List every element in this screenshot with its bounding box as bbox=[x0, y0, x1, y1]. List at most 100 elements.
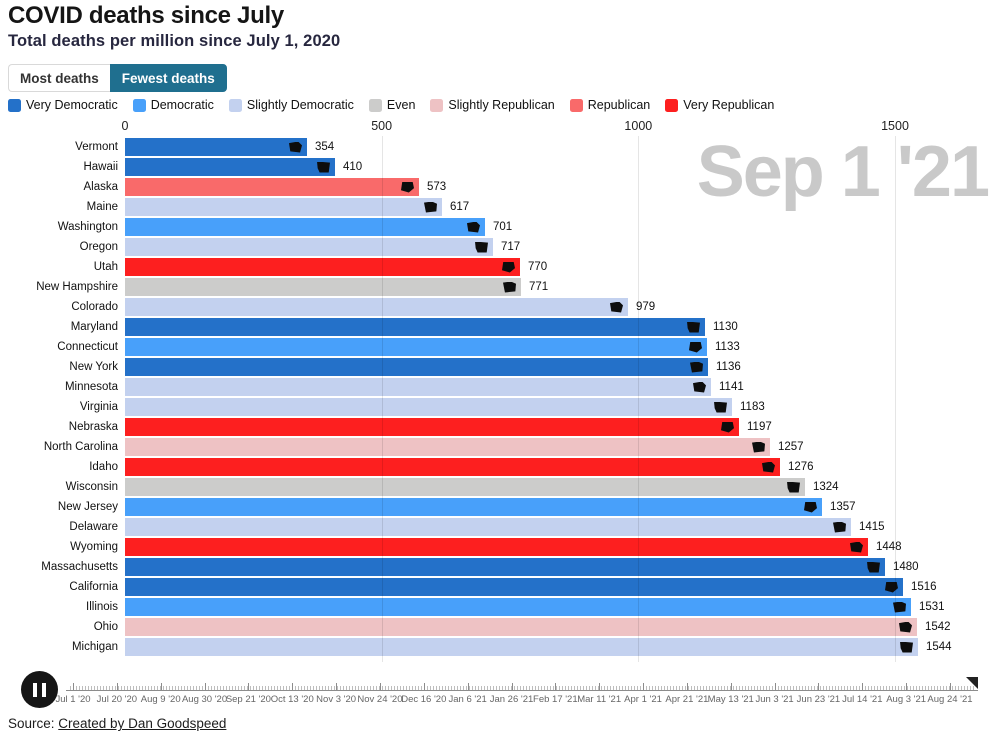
state-shape-icon bbox=[900, 641, 913, 653]
state-shape-icon bbox=[502, 261, 515, 273]
timeline-tick-label: Aug 30 '20 bbox=[181, 694, 228, 705]
value-label: 770 bbox=[528, 261, 548, 273]
state-shape-icon bbox=[689, 341, 702, 353]
timeline-tick-label: Feb 17 '21 bbox=[533, 694, 578, 705]
axis-tick-label: 1000 bbox=[624, 119, 653, 133]
legend-label: Very Democratic bbox=[26, 98, 118, 112]
axis-tick-label: 0 bbox=[121, 119, 129, 133]
timeline-tick-label: Dec 16 '20 bbox=[401, 694, 447, 705]
legend-swatch bbox=[8, 98, 21, 112]
state-bar bbox=[125, 458, 780, 476]
state-label: Massachusetts bbox=[41, 561, 118, 573]
state-bar bbox=[125, 598, 911, 616]
state-bar bbox=[125, 438, 770, 456]
timeline-tick-label: Jan 26 '21 bbox=[489, 694, 534, 705]
state-label: Delaware bbox=[69, 521, 118, 533]
value-label: 1130 bbox=[713, 321, 738, 333]
state-bar bbox=[125, 638, 918, 656]
state-shape-icon bbox=[317, 161, 330, 173]
timeline-tick bbox=[555, 683, 557, 691]
timeline-tick bbox=[730, 683, 732, 691]
value-label: 1531 bbox=[919, 601, 945, 613]
value-label: 1324 bbox=[813, 481, 839, 493]
timeline-tick-label: Apr 21 '21 bbox=[665, 694, 709, 705]
legend-label: Republican bbox=[587, 98, 651, 112]
timeline-tick bbox=[818, 683, 820, 691]
state-shape-icon bbox=[804, 501, 817, 513]
state-shape-icon bbox=[401, 181, 414, 193]
source-link[interactable]: Created by Dan Goodspeed bbox=[58, 716, 227, 731]
state-bar bbox=[125, 178, 419, 196]
state-label: Virginia bbox=[79, 401, 118, 413]
state-bar bbox=[125, 158, 335, 176]
pause-button[interactable] bbox=[21, 671, 58, 708]
toggle-fewest-deaths[interactable]: Fewest deaths bbox=[109, 64, 227, 92]
value-label: 1141 bbox=[719, 381, 744, 393]
legend-label: Democratic bbox=[150, 98, 214, 112]
state-shape-icon bbox=[610, 301, 623, 313]
timeline-tick-label: Sep 21 '20 bbox=[225, 694, 271, 705]
timeline-tick bbox=[423, 683, 425, 691]
state-bar bbox=[125, 238, 493, 256]
state-bar bbox=[125, 558, 885, 576]
state-bar bbox=[125, 538, 868, 556]
state-label: New Jersey bbox=[57, 501, 118, 513]
value-label: 1257 bbox=[778, 441, 804, 453]
state-label: New Hampshire bbox=[36, 281, 118, 293]
timeline-baseline bbox=[66, 690, 978, 691]
state-shape-icon bbox=[899, 621, 912, 633]
axis-tick-label: 500 bbox=[371, 119, 393, 133]
legend-swatch bbox=[665, 98, 679, 112]
timeline-tick-label: Aug 9 '20 bbox=[140, 694, 181, 705]
value-label: 1516 bbox=[911, 581, 937, 593]
value-label: 573 bbox=[427, 181, 447, 193]
gridline bbox=[382, 136, 383, 662]
state-shape-icon bbox=[289, 141, 302, 153]
state-shape-icon bbox=[762, 461, 775, 473]
timeline-tick bbox=[73, 683, 74, 691]
state-bar bbox=[125, 518, 851, 536]
state-label: Hawaii bbox=[83, 161, 118, 173]
timeline-tick bbox=[511, 683, 513, 691]
state-bar bbox=[125, 338, 707, 356]
state-bar bbox=[125, 138, 307, 156]
state-bar bbox=[125, 258, 520, 276]
value-label: 1197 bbox=[747, 421, 772, 433]
state-label: Maryland bbox=[70, 321, 118, 333]
timeline-tick bbox=[379, 683, 381, 691]
legend-label: Very Republican bbox=[683, 98, 775, 112]
state-label: Oregon bbox=[79, 241, 118, 253]
state-label: California bbox=[69, 581, 118, 593]
timeline-tick bbox=[643, 683, 645, 691]
value-label: 1544 bbox=[926, 641, 952, 653]
timeline-tick-label: Aug 3 '21 bbox=[886, 694, 927, 705]
toggle-most-deaths[interactable]: Most deaths bbox=[8, 64, 110, 92]
state-bar bbox=[125, 378, 711, 396]
timeline-tick-label: Jul 20 '20 bbox=[96, 694, 138, 705]
state-shape-icon bbox=[467, 221, 480, 233]
source-label: Source: Created by Dan Goodspeed bbox=[8, 716, 226, 731]
value-label: 771 bbox=[529, 281, 549, 293]
timeline-tick-label: Jun 3 '21 bbox=[755, 694, 794, 705]
state-bar bbox=[125, 478, 805, 496]
legend-label: Slightly Democratic bbox=[246, 98, 354, 112]
legend-swatch bbox=[228, 98, 242, 112]
source-prefix: Source: bbox=[8, 716, 59, 731]
timeline-tick bbox=[116, 683, 118, 691]
state-shape-icon bbox=[885, 581, 898, 593]
timeline-tick bbox=[160, 683, 162, 691]
state-label: Colorado bbox=[71, 301, 118, 313]
playhead-icon[interactable] bbox=[966, 677, 978, 689]
state-bar bbox=[125, 198, 442, 216]
state-label: Wyoming bbox=[70, 541, 118, 553]
state-shape-icon bbox=[867, 561, 880, 573]
state-shape-icon bbox=[721, 421, 734, 433]
value-label: 717 bbox=[501, 241, 521, 253]
state-label: Wisconsin bbox=[65, 481, 118, 493]
axis-tick-label: 1500 bbox=[881, 119, 909, 133]
state-bar bbox=[125, 298, 628, 316]
state-label: Nebraska bbox=[68, 421, 118, 433]
legend: Very Democratic Democratic Slightly Democr… bbox=[8, 98, 774, 112]
timeline-track[interactable] bbox=[66, 677, 978, 691]
